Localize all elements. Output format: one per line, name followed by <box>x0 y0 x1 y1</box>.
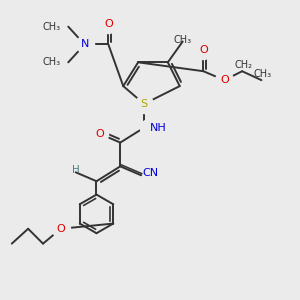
Text: O: O <box>220 75 229 85</box>
Text: CN: CN <box>142 169 159 178</box>
Text: N: N <box>80 40 89 50</box>
Text: O: O <box>104 19 113 29</box>
Text: NH: NH <box>149 123 166 133</box>
Text: CH₃: CH₃ <box>43 22 61 32</box>
Text: CH₃: CH₃ <box>43 57 61 67</box>
Text: CH₃: CH₃ <box>254 69 272 79</box>
Text: H: H <box>72 165 80 175</box>
Text: CH₃: CH₃ <box>174 35 192 45</box>
Text: O: O <box>95 129 104 139</box>
Text: CH₂: CH₂ <box>235 60 253 70</box>
Text: S: S <box>140 99 148 109</box>
Text: O: O <box>199 45 208 56</box>
Text: O: O <box>56 224 65 234</box>
